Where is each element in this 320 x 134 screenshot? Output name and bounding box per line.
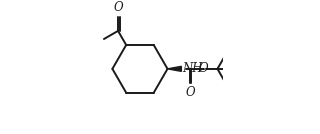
Text: O: O xyxy=(186,86,195,99)
Text: O: O xyxy=(114,1,124,14)
Polygon shape xyxy=(167,66,181,71)
Text: NH: NH xyxy=(182,62,203,75)
Text: O: O xyxy=(199,62,208,75)
